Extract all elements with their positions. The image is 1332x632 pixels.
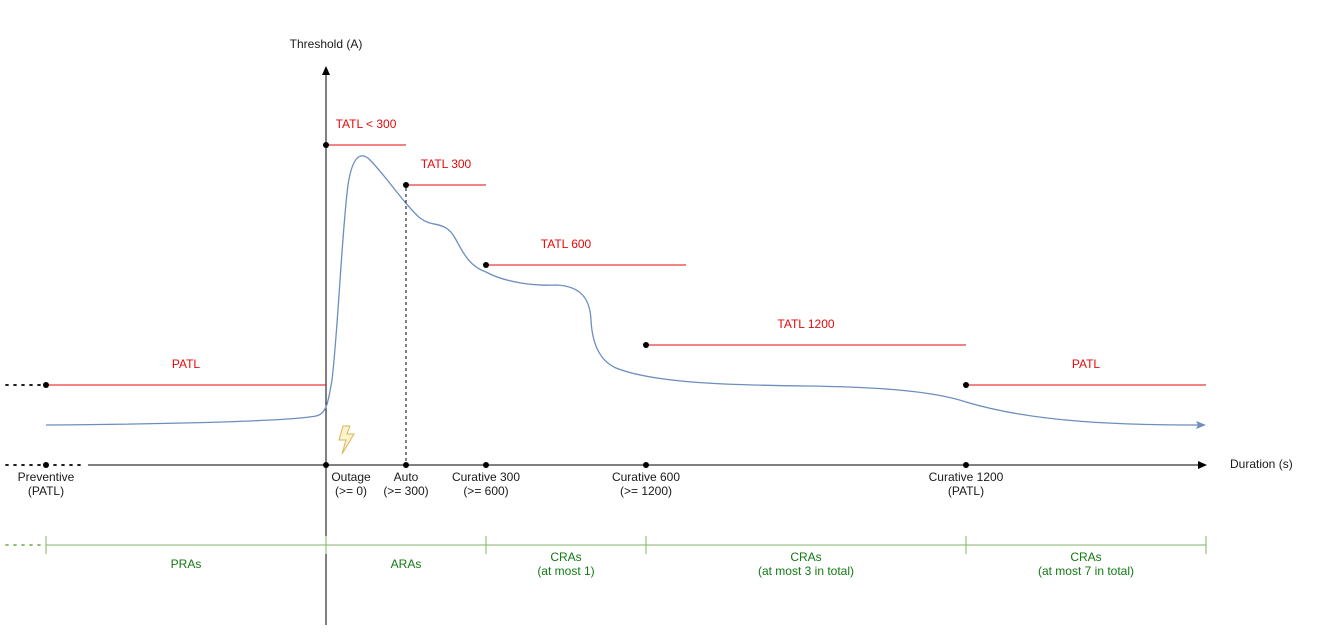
threshold-label-tatl-1200: TATL 1200 xyxy=(777,317,834,331)
remedial-sublabel: (at most 7 in total) xyxy=(1038,564,1134,578)
y-axis-label: Threshold (A) xyxy=(290,37,363,51)
instant-sublabel: (PATL) xyxy=(28,484,64,498)
instant-auto: Auto (>= 300) xyxy=(383,462,429,498)
remedial-label: CRAs xyxy=(550,550,581,564)
instant-sublabel: (>= 0) xyxy=(335,484,367,498)
remedial-phase-cras-300: CRAs (at most 1) xyxy=(537,550,594,578)
instant-sublabel: (PATL) xyxy=(948,484,984,498)
x-axis xyxy=(5,461,1207,469)
instant-sublabel: (>= 600) xyxy=(463,484,508,498)
remedial-actions-band: PRAs ARAs CRAs (at most 1) CRAs (at most… xyxy=(5,536,1207,578)
instant-label: Curative 600 xyxy=(612,470,680,484)
x-axis-label: Duration (s) xyxy=(1230,457,1293,471)
instant-label: Curative 300 xyxy=(452,470,520,484)
remedial-phase-cras-1200: CRAs (at most 7 in total) xyxy=(1038,550,1134,578)
instant-curative-1200: Curative 1200 (PATL) xyxy=(929,462,1004,498)
instant-label: Outage xyxy=(331,470,371,484)
threshold-point-tatl-300 xyxy=(403,182,409,188)
thresholds: PATL TATL < 300 TATL 300 TATL 600 TATL 1… xyxy=(5,117,1206,388)
instant-curative-600: Curative 600 (>= 1200) xyxy=(612,462,680,498)
instant-preventive: Preventive (PATL) xyxy=(18,462,75,498)
remedial-label: CRAs xyxy=(1070,550,1101,564)
instant-label: Auto xyxy=(394,470,419,484)
instant-curative-300: Curative 300 (>= 600) xyxy=(452,462,520,498)
threshold-point-tatl-lt-300 xyxy=(323,142,329,148)
instants: Preventive (PATL) Outage (>= 0) Auto (>=… xyxy=(18,462,1004,498)
flow-curve xyxy=(45,155,1206,429)
remedial-phase-aras: ARAs xyxy=(391,557,422,571)
remedial-phase-pras: PRAs xyxy=(171,557,202,571)
flow-curve-path xyxy=(45,155,1200,426)
threshold-point-patl-curative xyxy=(963,382,969,388)
remedial-label: ARAs xyxy=(391,557,422,571)
threshold-point-patl-preventive xyxy=(43,382,49,388)
threshold-point-tatl-1200 xyxy=(643,342,649,348)
instant-label: Curative 1200 xyxy=(929,470,1004,484)
threshold-label-patl-curative: PATL xyxy=(1072,357,1101,371)
threshold-label-tatl-300: TATL 300 xyxy=(421,157,472,171)
remedial-sublabel: (at most 1) xyxy=(537,564,594,578)
threshold-label-tatl-600: TATL 600 xyxy=(541,237,592,251)
remedial-sublabel: (at most 3 in total) xyxy=(758,564,854,578)
remedial-ticks xyxy=(45,536,1207,554)
threshold-label-tatl-lt-300: TATL < 300 xyxy=(336,117,397,131)
remedial-phase-cras-600: CRAs (at most 3 in total) xyxy=(758,550,854,578)
instant-outage: Outage (>= 0) xyxy=(323,462,371,498)
threshold-label-patl-preventive: PATL xyxy=(172,357,201,371)
remedial-label: CRAs xyxy=(790,550,821,564)
instant-label: Preventive xyxy=(18,470,75,484)
flow-curve-arrowhead xyxy=(1196,421,1206,429)
lightning-bolt-icon xyxy=(338,425,355,455)
instant-sublabel: (>= 1200) xyxy=(620,484,672,498)
instant-sublabel: (>= 300) xyxy=(383,484,428,498)
y-axis xyxy=(322,66,330,625)
threshold-point-tatl-600 xyxy=(483,262,489,268)
remedial-label: PRAs xyxy=(171,557,202,571)
